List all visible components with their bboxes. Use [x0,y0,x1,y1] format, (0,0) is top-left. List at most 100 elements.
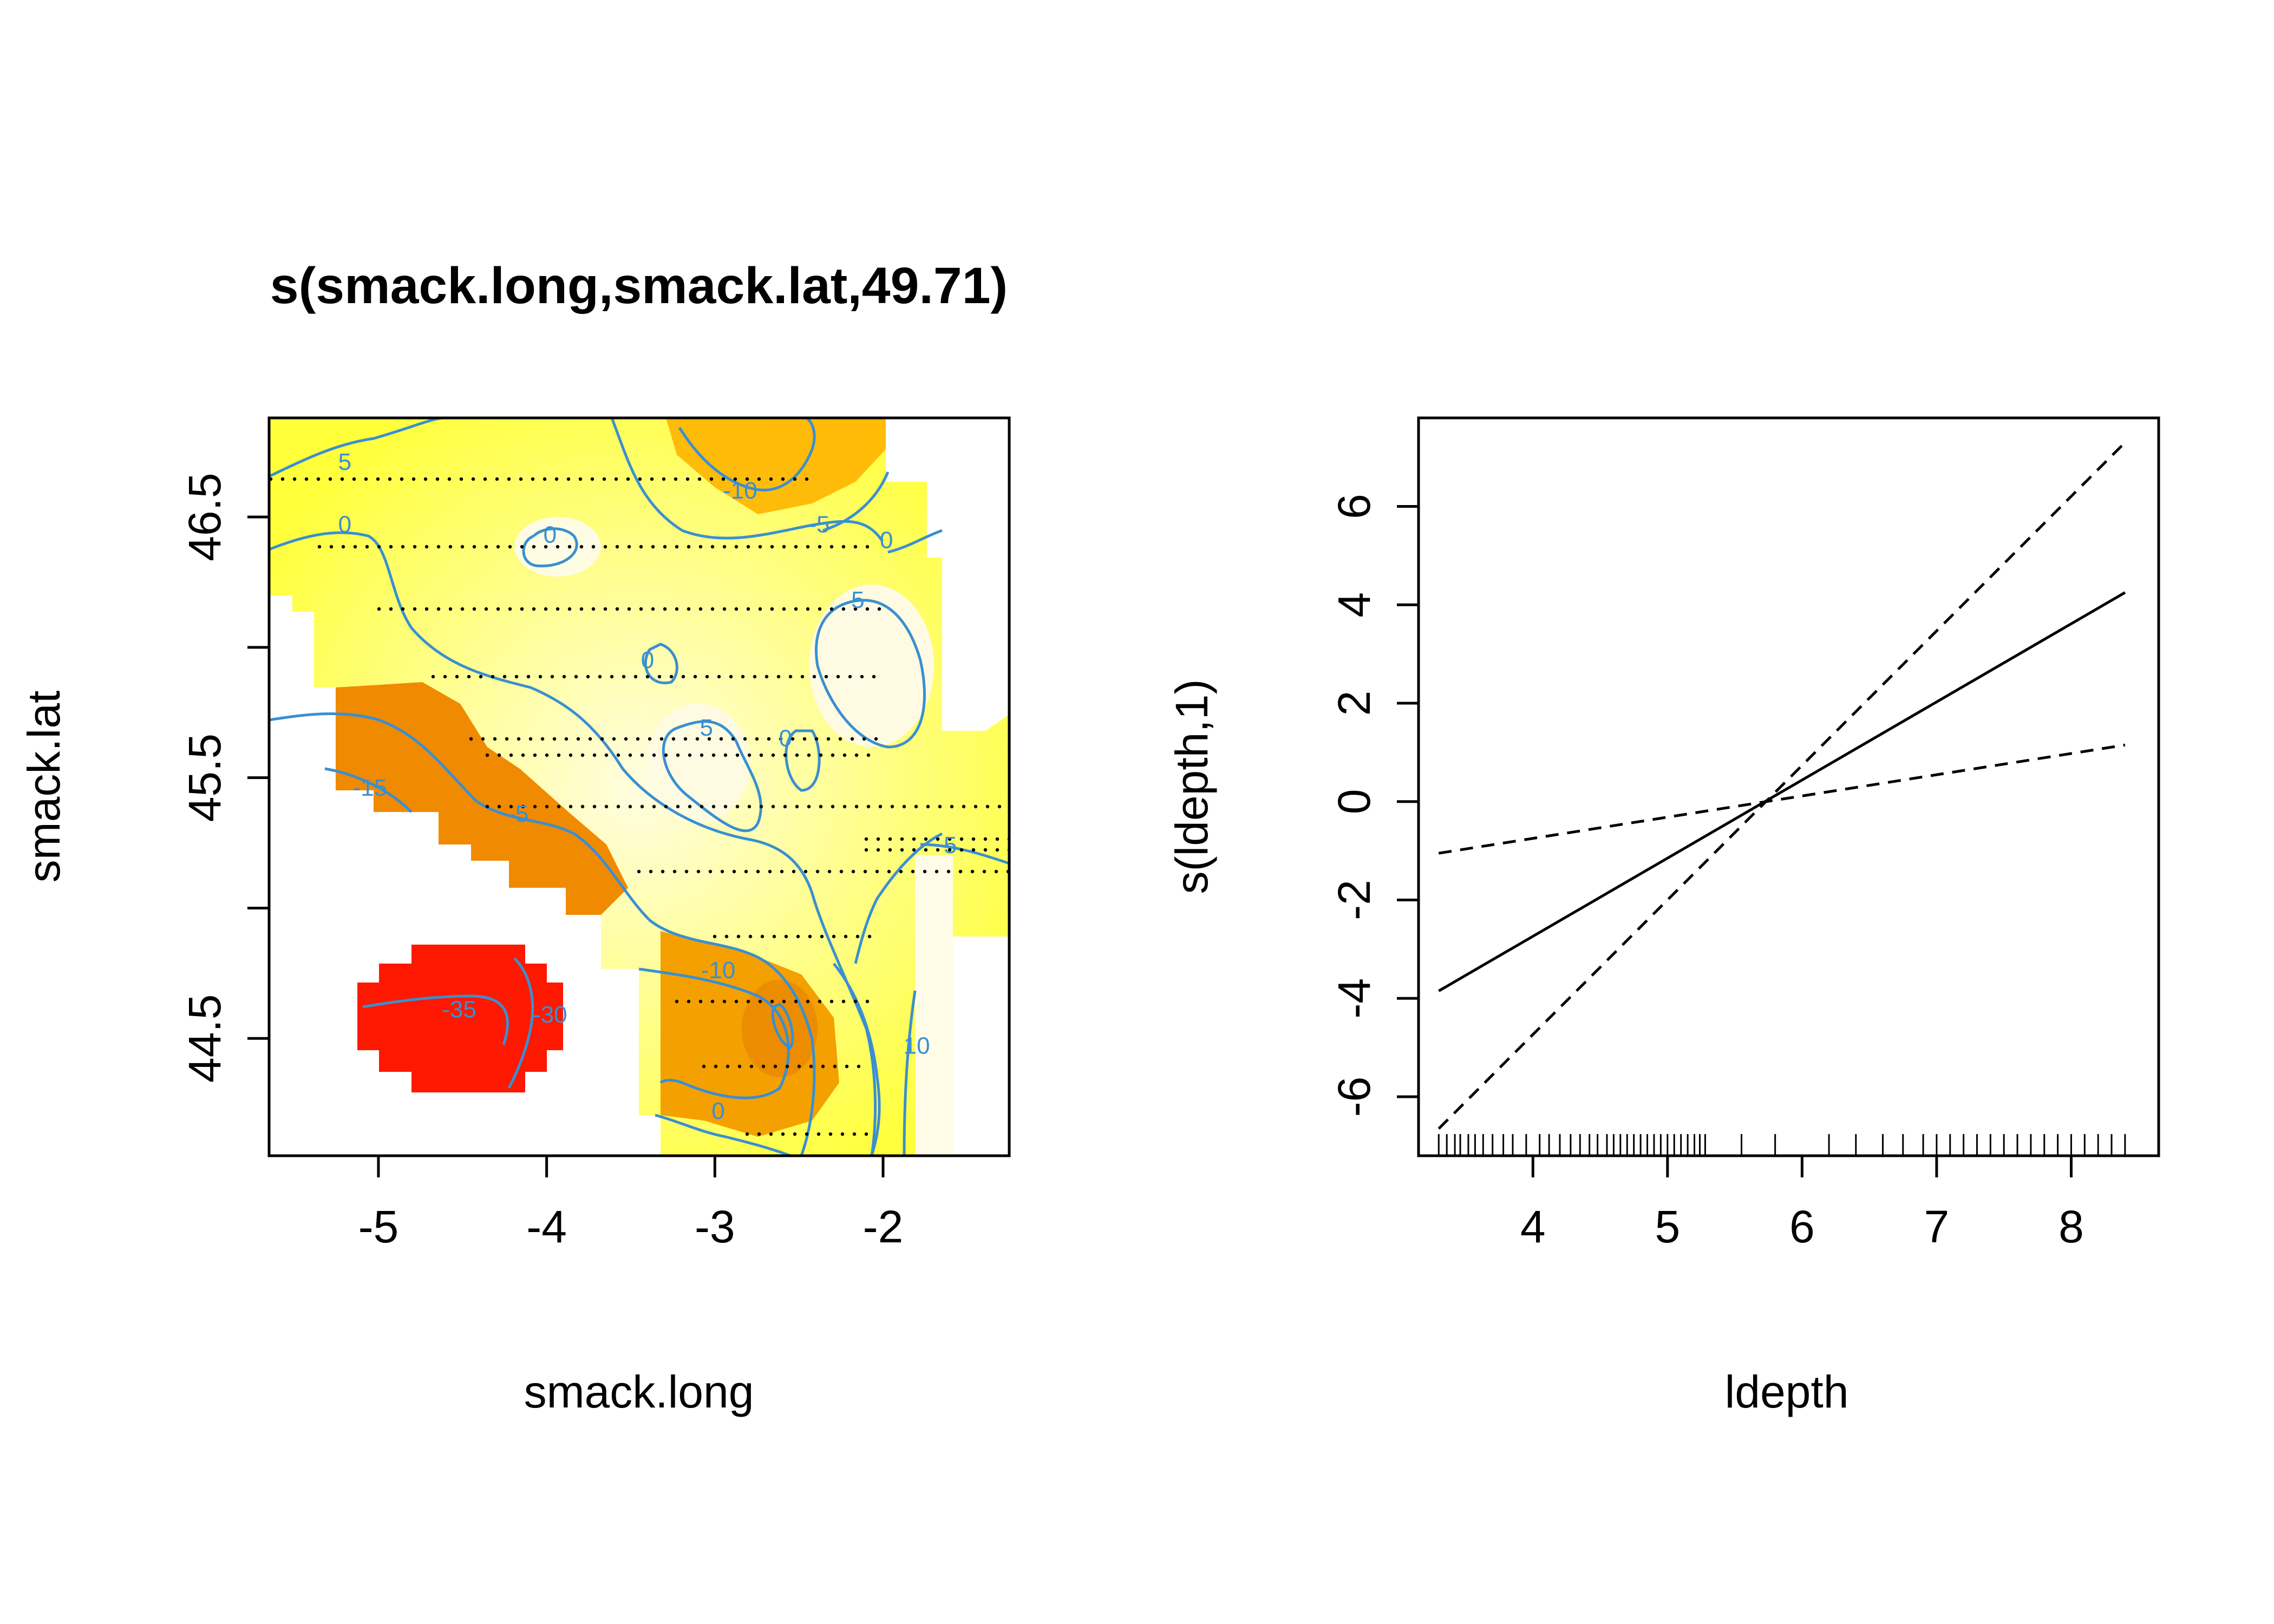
smooth-y-tick-label: 4 [1329,592,1380,618]
sample-dot [853,999,858,1004]
sample-dot [744,869,748,874]
sample-dot [544,607,548,611]
heatmap-x-label: smack.long [524,1366,754,1417]
sample-dot [819,804,823,809]
heatmap-y-tick-label: 45.5 [179,734,230,822]
contour-label: 5 [851,587,864,613]
sample-dot [950,804,954,809]
sample-dot [592,804,597,809]
sample-dot [520,607,524,611]
sample-dot [820,934,824,939]
sample-dot [431,675,435,679]
sample-dot [532,607,536,611]
sample-dot [688,753,692,757]
sample-dot [413,607,417,611]
sample-dot [793,1132,797,1136]
sample-dot [717,675,721,679]
sample-dot [800,675,805,679]
contour-label: 0 [544,522,557,548]
sample-dot [736,934,741,939]
sample-dot [709,477,714,481]
sample-dot [702,1064,706,1069]
sample-dot [788,675,793,679]
smooth-y-tick-label: -2 [1329,880,1380,920]
sample-dot [865,545,870,549]
sample-dot [862,737,866,741]
sample-dot [924,837,928,841]
sample-dot [874,737,878,741]
sample-dot [857,1064,861,1069]
sample-dot [743,737,747,741]
heatmap-x-tick-label: -4 [526,1201,567,1252]
sample-dot [485,753,489,757]
sample-dot [854,804,859,809]
sample-dot [698,607,703,611]
sample-dot [818,999,822,1004]
contour-label: 0 [779,725,792,751]
sample-dot [636,737,640,741]
sample-dot [645,675,650,679]
sample-dot [671,737,676,741]
sample-dot [805,477,809,481]
sample-dot [495,477,499,481]
sample-dot [687,607,691,611]
sample-dot [735,804,740,809]
sample-dot [698,999,703,1004]
sample-dot [851,869,855,874]
smooth-y-tick-label: 0 [1329,789,1380,814]
sample-dot [831,804,835,809]
sample-dot [924,848,928,852]
sample-dot [796,934,800,939]
heatmap-x-tick-label: -5 [358,1201,399,1252]
sample-dot [722,607,727,611]
sample-dot [900,837,904,841]
sample-dot [936,837,940,841]
sample-dot [829,607,834,611]
sample-dot [746,607,750,611]
sample-dot [411,477,416,481]
sample-dot [970,869,975,874]
sample-dot [600,737,604,741]
sample-dot [757,1132,761,1136]
sample-dot [781,1132,785,1136]
sample-dot [472,545,476,549]
sample-dot [839,869,844,874]
confidence-band-line [1438,743,2126,855]
sample-dot [721,477,726,481]
sample-dot [695,737,700,741]
sample-dot [864,1132,868,1136]
sample-dot [574,675,578,679]
sample-dot [663,545,667,549]
sample-dot [603,607,607,611]
sample-dot [794,545,798,549]
sample-dot [782,545,786,549]
smooth-y-tick-label: -6 [1329,1077,1380,1117]
contour-label: 10 [904,1033,930,1059]
sample-dot [448,545,453,549]
sample-dot [887,869,891,874]
sample-dot [708,869,713,874]
sample-dot [853,607,858,611]
sample-dot [526,675,531,679]
sample-dot [603,545,607,549]
sample-dot [899,869,903,874]
sample-dot [652,804,656,809]
sample-dot [424,607,429,611]
sample-dot [720,869,724,874]
sample-dot [854,753,859,757]
sample-dot [797,1064,801,1069]
sample-dot [497,753,501,757]
sample-dot [693,675,697,679]
sample-dot [795,804,799,809]
sample-dot [828,1132,833,1136]
sample-dot [540,737,545,741]
contour-label: -10 [723,477,757,504]
contour-label: -35 [442,996,476,1023]
sample-dot [865,999,870,1004]
sample-dot [769,1132,773,1136]
sample-dot [681,675,685,679]
sample-dot [579,607,584,611]
sample-dot [413,545,417,549]
sample-dot [852,1132,857,1136]
sample-dot [448,607,453,611]
